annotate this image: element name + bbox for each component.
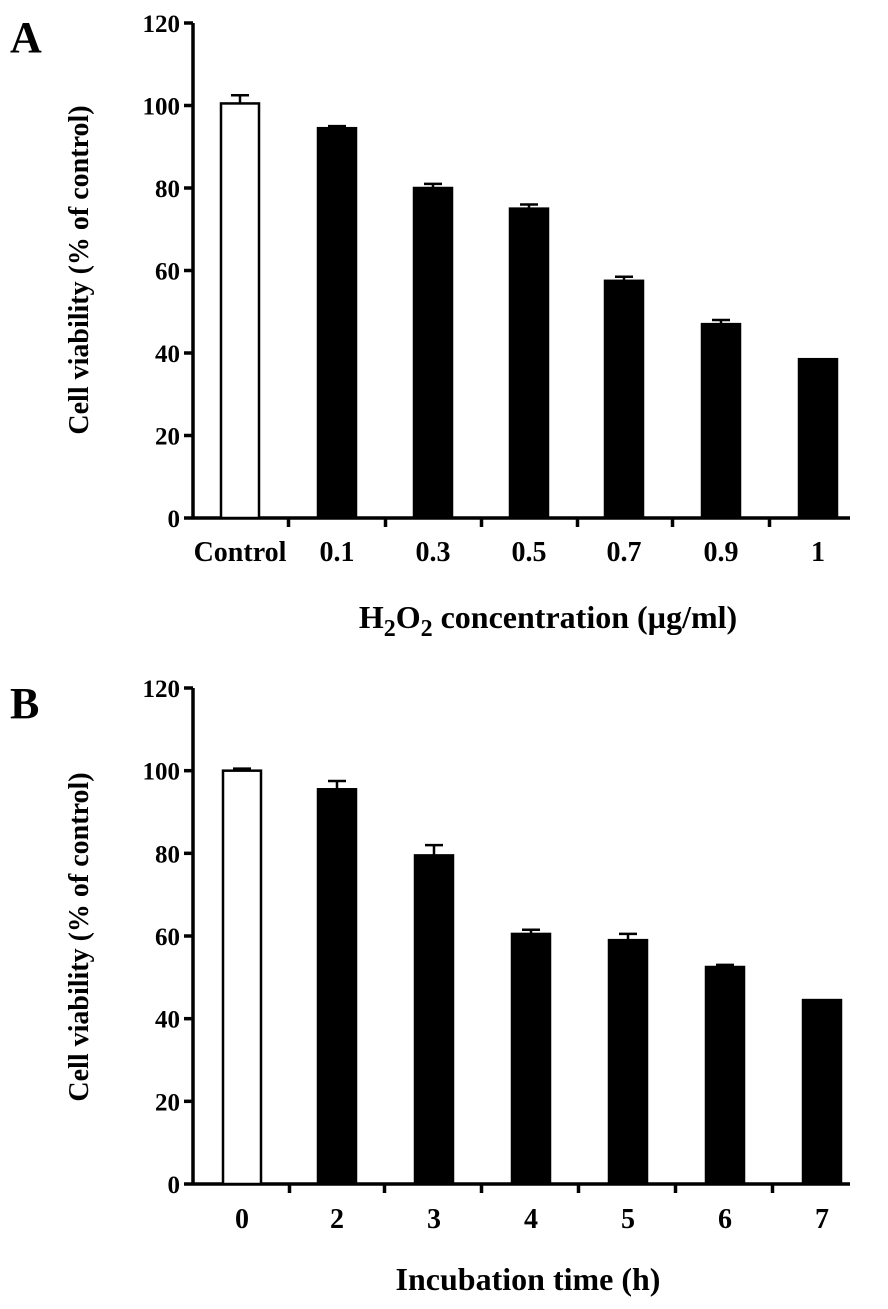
error-bar-a-0 (231, 93, 249, 104)
error-bar-a-4 (615, 275, 633, 281)
y-tick-label-b-2: 40 (155, 1007, 180, 1034)
y-tick-label-b-6: 120 (143, 676, 181, 703)
bar-a-2 (412, 186, 454, 520)
bar-b-1 (316, 788, 358, 1186)
bar-b-2 (413, 854, 455, 1186)
bar-b-6 (801, 998, 843, 1186)
y-tick-label-b-0: 0 (168, 1172, 181, 1199)
x-tick-label-b-3: 4 (524, 1204, 538, 1235)
error-bar-a-3 (520, 203, 538, 209)
error-bar-b-0 (233, 767, 251, 771)
y-tick-label-b-5: 100 (143, 759, 181, 786)
bar-a-6 (797, 357, 839, 520)
x-axis-label-a: H2O2 concentration (µg/ml) (359, 599, 737, 642)
error-bar-b-1 (328, 779, 346, 790)
x-tick-label-b-1: 2 (330, 1204, 344, 1235)
error-bar-b-3 (522, 928, 540, 934)
y-tick-label-a-1: 20 (155, 424, 180, 451)
chart-panel-b: B Cell viability (% of control) Incubati… (10, 676, 850, 1297)
x-tick-label-b-2: 3 (427, 1204, 441, 1235)
chart-panel-a: A Cell viability (% of control) H2O2 con… (10, 11, 850, 642)
x-tick-label-b-5: 6 (718, 1204, 732, 1235)
x-axis-label-a-sub-2: 2 (421, 616, 433, 642)
x-tick-label-a-4: 0.7 (607, 537, 642, 568)
y-tick-label-a-2: 40 (155, 341, 180, 368)
error-bar-a-1 (328, 124, 346, 129)
x-tick-label-a-1: 0.1 (320, 537, 355, 568)
bar-a-5 (700, 322, 742, 520)
x-axis-label-a-part-3: concentration (µg/ml) (433, 599, 738, 635)
bar-b-0 (221, 769, 263, 1186)
error-bar-a-2 (424, 182, 442, 188)
bar-b-5 (704, 965, 746, 1186)
x-tick-label-a-6: 1 (811, 537, 825, 568)
x-tick-label-a-2: 0.3 (416, 537, 451, 568)
y-axis-label-a: Cell viability (% of control) (64, 105, 95, 434)
bar-a-4 (603, 279, 645, 520)
y-tick-label-b-1: 20 (155, 1089, 180, 1116)
x-tick-label-b-4: 5 (621, 1204, 635, 1235)
x-axis-label-a-sub-1: 2 (384, 616, 396, 642)
y-tick-label-a-6: 120 (143, 11, 181, 38)
x-tick-label-b-0: 0 (235, 1204, 249, 1235)
x-axis-label-b: Incubation time (h) (396, 1261, 661, 1297)
bar-b-3 (510, 932, 552, 1186)
y-tick-label-b-3: 60 (155, 924, 180, 951)
bar-a-0 (219, 102, 261, 520)
x-tick-label-b-6: 7 (815, 1204, 829, 1235)
y-tick-label-a-0: 0 (168, 506, 181, 533)
error-bar-b-4 (619, 932, 637, 941)
x-tick-label-a-5: 0.9 (704, 537, 739, 568)
panel-label-a: A (10, 13, 42, 62)
error-bar-b-5 (716, 963, 734, 967)
y-tick-label-b-4: 80 (155, 841, 180, 868)
error-bar-a-5 (712, 318, 730, 325)
x-tick-label-a-3: 0.5 (512, 537, 547, 568)
x-axis-label-a-part-1: H (359, 599, 384, 635)
y-tick-label-a-5: 100 (143, 94, 181, 121)
bar-b-4 (607, 938, 649, 1186)
bar-a-3 (508, 207, 550, 520)
y-axis-label-b: Cell viability (% of control) (64, 772, 95, 1101)
error-bar-b-2 (425, 843, 443, 856)
y-tick-label-a-4: 80 (155, 176, 180, 203)
y-tick-label-a-3: 60 (155, 259, 180, 286)
x-tick-label-a-0: Control (194, 537, 287, 568)
x-axis-label-a-part-2: O (396, 599, 421, 635)
bar-a-1 (316, 126, 358, 520)
panel-label-b: B (10, 679, 39, 728)
